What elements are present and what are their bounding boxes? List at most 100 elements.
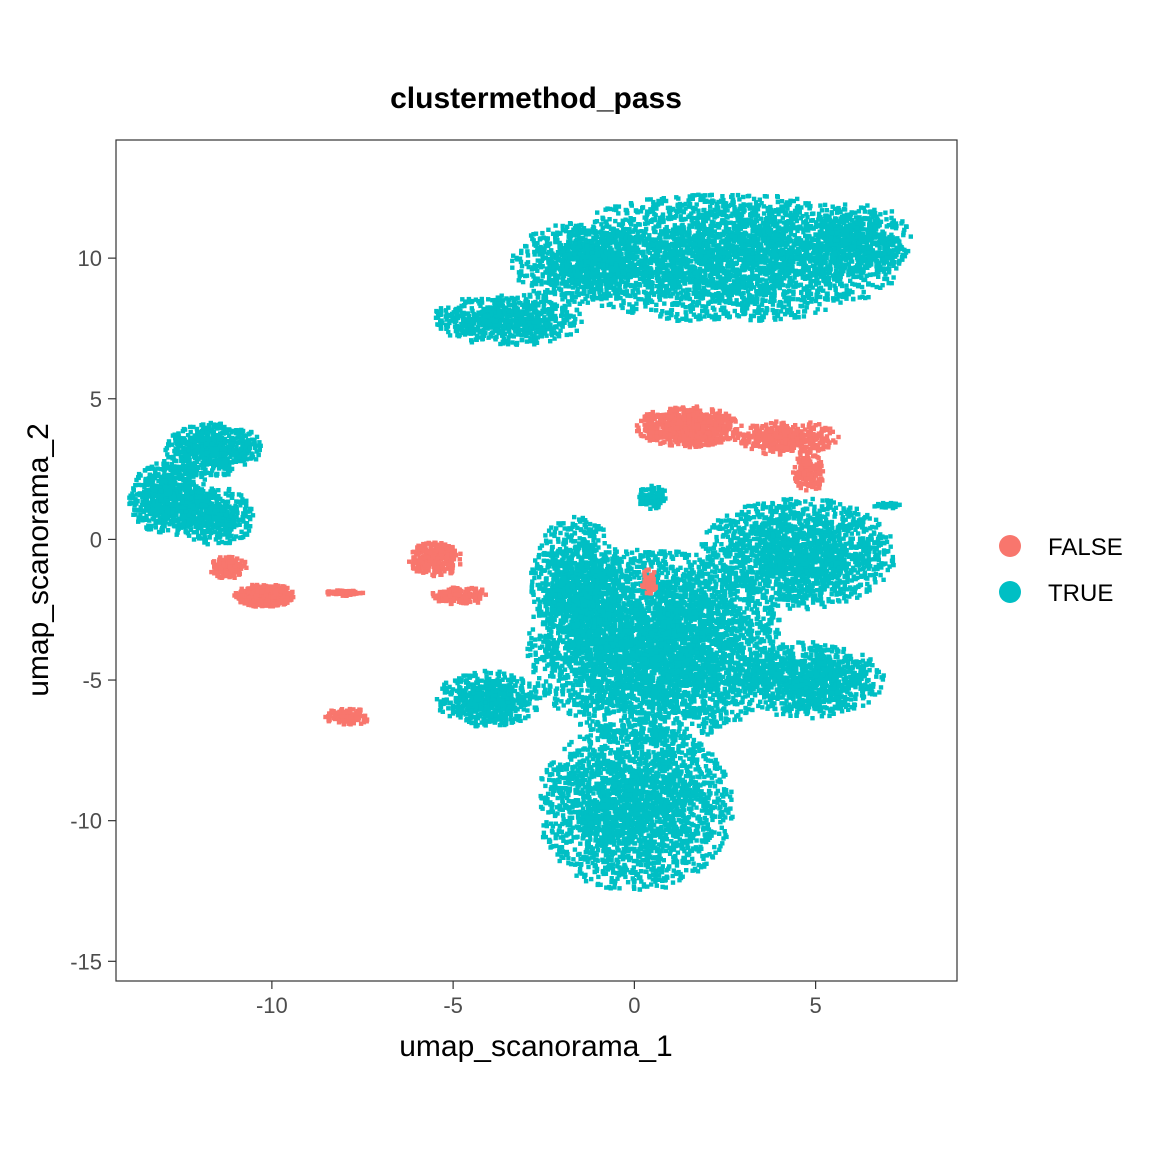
point	[639, 229, 644, 234]
point	[649, 307, 654, 312]
point	[784, 307, 790, 313]
point	[838, 300, 843, 305]
point	[735, 223, 741, 229]
point	[463, 323, 468, 328]
point	[544, 321, 549, 326]
point	[626, 273, 631, 278]
point	[758, 216, 763, 221]
point	[733, 234, 738, 240]
point	[676, 271, 681, 276]
point	[523, 297, 529, 302]
point	[720, 268, 726, 273]
point	[808, 254, 813, 259]
point	[833, 264, 839, 269]
point	[679, 202, 684, 208]
point	[823, 255, 828, 260]
point	[516, 278, 521, 283]
point	[525, 253, 531, 258]
point	[475, 328, 480, 333]
point	[792, 212, 797, 218]
point	[818, 287, 823, 292]
point	[738, 226, 743, 231]
point	[607, 224, 612, 229]
point	[621, 246, 626, 251]
point	[723, 240, 728, 245]
point	[792, 275, 797, 280]
point	[709, 231, 715, 237]
point	[616, 211, 621, 216]
point	[758, 278, 763, 284]
point	[572, 232, 577, 237]
point	[787, 249, 792, 255]
point	[786, 302, 791, 307]
point	[763, 287, 768, 292]
point	[821, 288, 826, 293]
point	[665, 205, 671, 211]
point	[799, 254, 804, 259]
point	[433, 315, 439, 320]
point	[703, 257, 708, 262]
point	[651, 226, 656, 231]
point	[776, 212, 781, 217]
point	[643, 240, 649, 245]
point	[822, 275, 827, 280]
point	[500, 303, 505, 308]
point	[608, 272, 613, 278]
point	[711, 254, 716, 260]
point	[788, 306, 793, 311]
point	[767, 212, 772, 217]
point	[649, 274, 654, 279]
point	[860, 294, 865, 299]
point	[688, 240, 693, 246]
point	[769, 268, 774, 273]
point	[769, 260, 775, 265]
point	[762, 236, 767, 242]
point	[715, 274, 720, 279]
point	[827, 282, 833, 287]
point	[546, 260, 551, 265]
point	[715, 251, 721, 256]
point	[567, 255, 572, 260]
point	[748, 286, 754, 291]
point	[864, 243, 869, 248]
point	[810, 296, 815, 302]
point	[735, 291, 740, 296]
point	[690, 221, 695, 226]
point	[716, 267, 721, 272]
point	[569, 273, 574, 278]
point	[655, 278, 660, 283]
point	[672, 223, 677, 228]
point	[844, 283, 849, 288]
point	[741, 306, 746, 311]
point	[653, 237, 658, 242]
point	[815, 307, 820, 312]
point	[741, 205, 746, 211]
point	[874, 284, 879, 290]
point	[706, 267, 711, 272]
point	[764, 272, 769, 277]
point	[745, 297, 750, 302]
point	[798, 260, 803, 265]
point	[564, 332, 569, 338]
point	[704, 211, 710, 216]
point	[773, 222, 778, 227]
point	[438, 306, 444, 311]
point	[723, 290, 728, 296]
point	[759, 307, 764, 313]
point	[695, 272, 700, 277]
point	[679, 223, 684, 228]
point	[642, 221, 648, 226]
point	[776, 207, 781, 213]
point	[675, 209, 680, 214]
point	[815, 269, 820, 274]
point	[688, 318, 693, 323]
point	[496, 313, 501, 318]
point	[819, 264, 824, 269]
point	[735, 301, 740, 307]
point	[549, 255, 555, 260]
point	[697, 241, 702, 246]
point	[698, 197, 703, 203]
point	[673, 227, 678, 233]
point	[570, 294, 575, 299]
point	[506, 329, 512, 334]
